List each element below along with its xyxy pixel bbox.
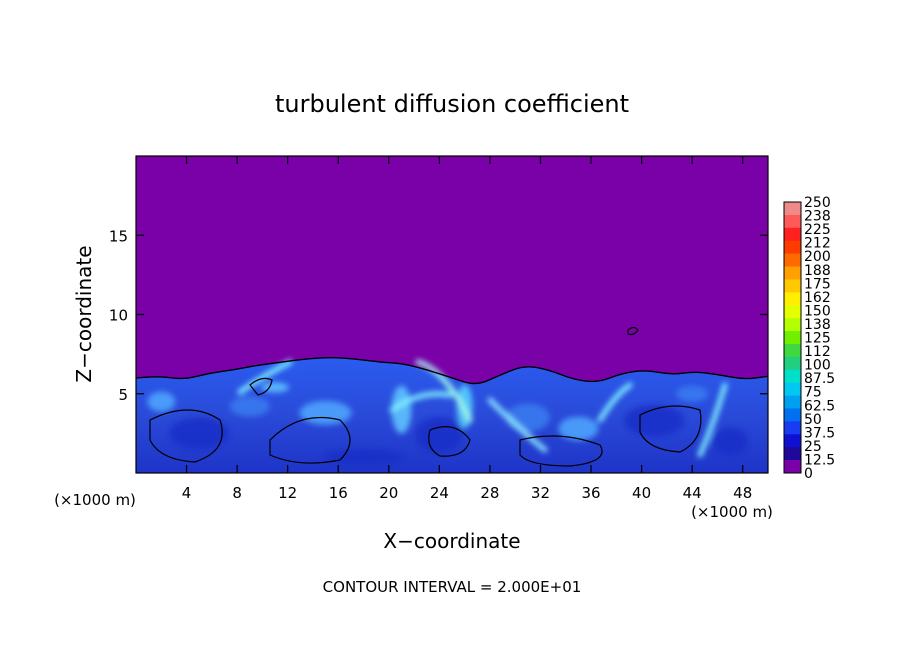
colorbar-label-2: 225 bbox=[804, 222, 831, 238]
colorbar-swatch-5 bbox=[784, 266, 801, 280]
colorbar-swatch-13 bbox=[784, 369, 801, 383]
colorbar-swatch-15 bbox=[784, 395, 801, 409]
turbulence-eddies bbox=[147, 359, 749, 466]
x-tick-label-5: 24 bbox=[430, 484, 449, 502]
eddy-12 bbox=[323, 449, 404, 466]
contour-loop-2 bbox=[519, 435, 603, 467]
eddy-10 bbox=[712, 427, 749, 456]
colorbar-swatch-2 bbox=[784, 227, 801, 242]
x-tick-label-8: 36 bbox=[581, 484, 600, 502]
colorbar-swatch-4 bbox=[784, 253, 801, 267]
x-unit-label-right: (×1000 m) bbox=[691, 503, 773, 521]
colorbar-label-17: 37.5 bbox=[804, 425, 835, 441]
y-axis-ticks: 5 10 15 bbox=[109, 227, 768, 404]
boundary-layer-fill bbox=[136, 357, 768, 473]
colorbar-swatch-8 bbox=[784, 305, 801, 319]
contour-interval-note: CONTOUR INTERVAL = 2.000E+01 bbox=[323, 578, 582, 596]
contour-lines bbox=[149, 326, 702, 467]
contour-loop-5 bbox=[249, 377, 273, 396]
y-tick-label-0: 5 bbox=[118, 386, 128, 404]
colorbar-label-11: 112 bbox=[804, 344, 831, 360]
colorbar-swatch-6 bbox=[784, 279, 801, 293]
colorbar-swatch-7 bbox=[784, 292, 801, 306]
colorbar-label-20: 0 bbox=[804, 466, 813, 482]
x-tick-label-11: 48 bbox=[733, 484, 752, 502]
eddy-streak-3 bbox=[487, 397, 548, 453]
eddy-7 bbox=[624, 404, 685, 437]
eddy-streak-5 bbox=[697, 382, 728, 458]
plot-area bbox=[136, 156, 768, 473]
colorbar-swatch-10 bbox=[784, 331, 801, 345]
boundary-layer-contour bbox=[136, 356, 768, 385]
colorbar-swatch-11 bbox=[784, 343, 801, 358]
y-tick-label-1: 10 bbox=[109, 307, 128, 325]
eddy-4 bbox=[415, 416, 464, 453]
colorbar-swatch-20 bbox=[784, 460, 801, 474]
x-tick-label-7: 32 bbox=[531, 484, 550, 502]
y-tick-label-2: 15 bbox=[109, 227, 128, 245]
chart-title: turbulent diffusion coefficient bbox=[275, 90, 629, 118]
x-axis-ticks: 4 8 12 16 20 24 28 32 36 40 44 48 bbox=[182, 156, 752, 502]
contour-loop-0 bbox=[149, 409, 223, 463]
colorbar-label-14: 75 bbox=[804, 385, 822, 401]
colorbar-swatch-16 bbox=[784, 408, 801, 422]
x-unit-label-left: (×1000 m) bbox=[54, 491, 136, 509]
eddy-streak-4 bbox=[597, 382, 633, 423]
eddy-streak-0 bbox=[237, 359, 293, 395]
contour-loop-6 bbox=[627, 326, 639, 336]
colorbar-label-16: 50 bbox=[804, 412, 822, 428]
y-axis-label: Z−coordinate bbox=[72, 245, 96, 382]
colorbar: 2502382252122001881751621501381251121008… bbox=[783, 195, 835, 482]
eddy-11 bbox=[676, 385, 709, 402]
colorbar-swatch-3 bbox=[784, 240, 801, 254]
colorbar-swatch-18 bbox=[784, 434, 801, 448]
contour-loop-1 bbox=[269, 416, 351, 464]
colorbar-label-8: 150 bbox=[804, 303, 831, 319]
colorbar-label-19: 12.5 bbox=[804, 452, 835, 468]
colorbar-swatch-0 bbox=[784, 202, 801, 216]
x-tick-label-3: 16 bbox=[329, 484, 348, 502]
x-tick-label-10: 44 bbox=[683, 484, 702, 502]
colorbar-label-3: 212 bbox=[804, 236, 831, 252]
eddy-13 bbox=[147, 391, 176, 412]
colorbar-label-7: 162 bbox=[804, 290, 831, 306]
eddy-3 bbox=[261, 382, 290, 393]
x-tick-label-9: 40 bbox=[632, 484, 651, 502]
colorbar-label-5: 188 bbox=[804, 263, 831, 279]
x-tick-label-6: 28 bbox=[480, 484, 499, 502]
eddy-1 bbox=[169, 417, 230, 450]
colorbar-frame bbox=[783, 201, 802, 474]
colorbar-label-13: 87.5 bbox=[804, 371, 835, 387]
colorbar-swatch-9 bbox=[784, 318, 801, 332]
eddy-streak-1 bbox=[415, 359, 473, 423]
colorbar-label-0: 250 bbox=[804, 195, 831, 211]
contour-loop-4 bbox=[428, 426, 471, 457]
colorbar-swatch-1 bbox=[784, 214, 801, 229]
colorbar-label-1: 238 bbox=[804, 209, 831, 225]
colorbar-swatch-12 bbox=[784, 356, 801, 371]
colorbar-swatch-17 bbox=[784, 421, 801, 435]
colorbar-label-12: 100 bbox=[804, 358, 831, 374]
x-tick-label-4: 20 bbox=[379, 484, 398, 502]
colorbar-swatch-14 bbox=[784, 382, 801, 396]
x-tick-label-2: 12 bbox=[278, 484, 297, 502]
eddy-6 bbox=[505, 403, 550, 432]
x-axis-label: X−coordinate bbox=[383, 529, 520, 553]
contour-loop-3 bbox=[639, 405, 702, 453]
x-tick-label-0: 4 bbox=[182, 484, 192, 502]
colorbar-swatch-19 bbox=[784, 447, 801, 461]
colorbar-label-18: 25 bbox=[804, 439, 822, 455]
colorbar-label-9: 138 bbox=[804, 317, 831, 333]
eddy-2 bbox=[229, 396, 270, 417]
eddy-8 bbox=[558, 416, 599, 441]
x-tick-label-1: 8 bbox=[232, 484, 242, 502]
colorbar-label-10: 125 bbox=[804, 331, 831, 347]
eddy-streak-2 bbox=[389, 391, 453, 413]
eddy-0 bbox=[299, 400, 352, 425]
colorbar-label-6: 175 bbox=[804, 276, 831, 292]
colorbar-label-4: 200 bbox=[804, 249, 831, 265]
colorbar-label-15: 62.5 bbox=[804, 398, 835, 414]
eddy-9 bbox=[391, 385, 412, 434]
